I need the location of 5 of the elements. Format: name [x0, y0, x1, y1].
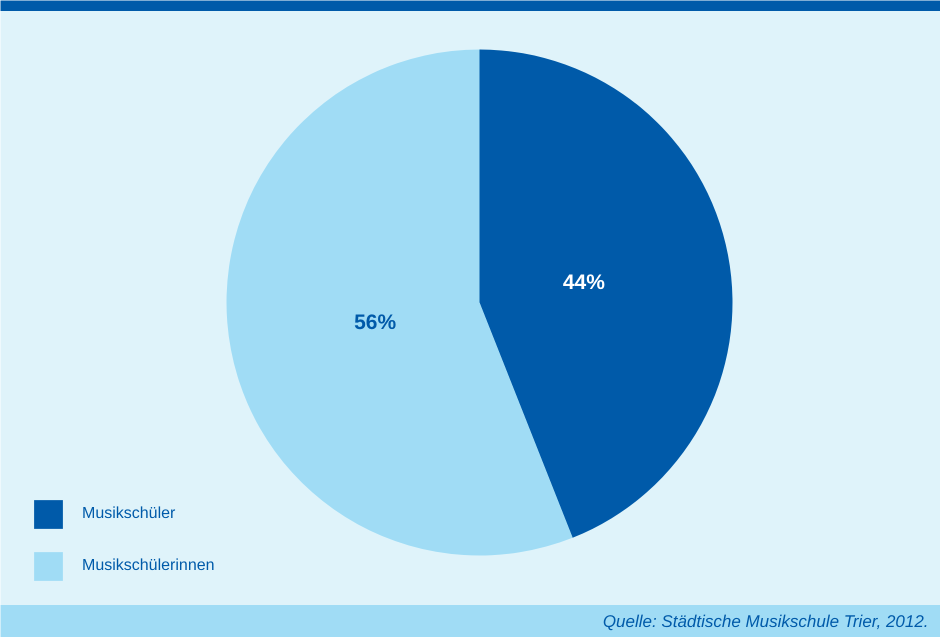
data-label: 44%	[562, 271, 606, 294]
legend-label: Musikschülerinnen	[82, 557, 215, 575]
legend-label: Musikschüler	[82, 505, 176, 523]
source-note: Quelle: Städtische Musikschule Trier, 2012.	[602, 612, 929, 631]
data-label: 56%	[354, 310, 396, 334]
